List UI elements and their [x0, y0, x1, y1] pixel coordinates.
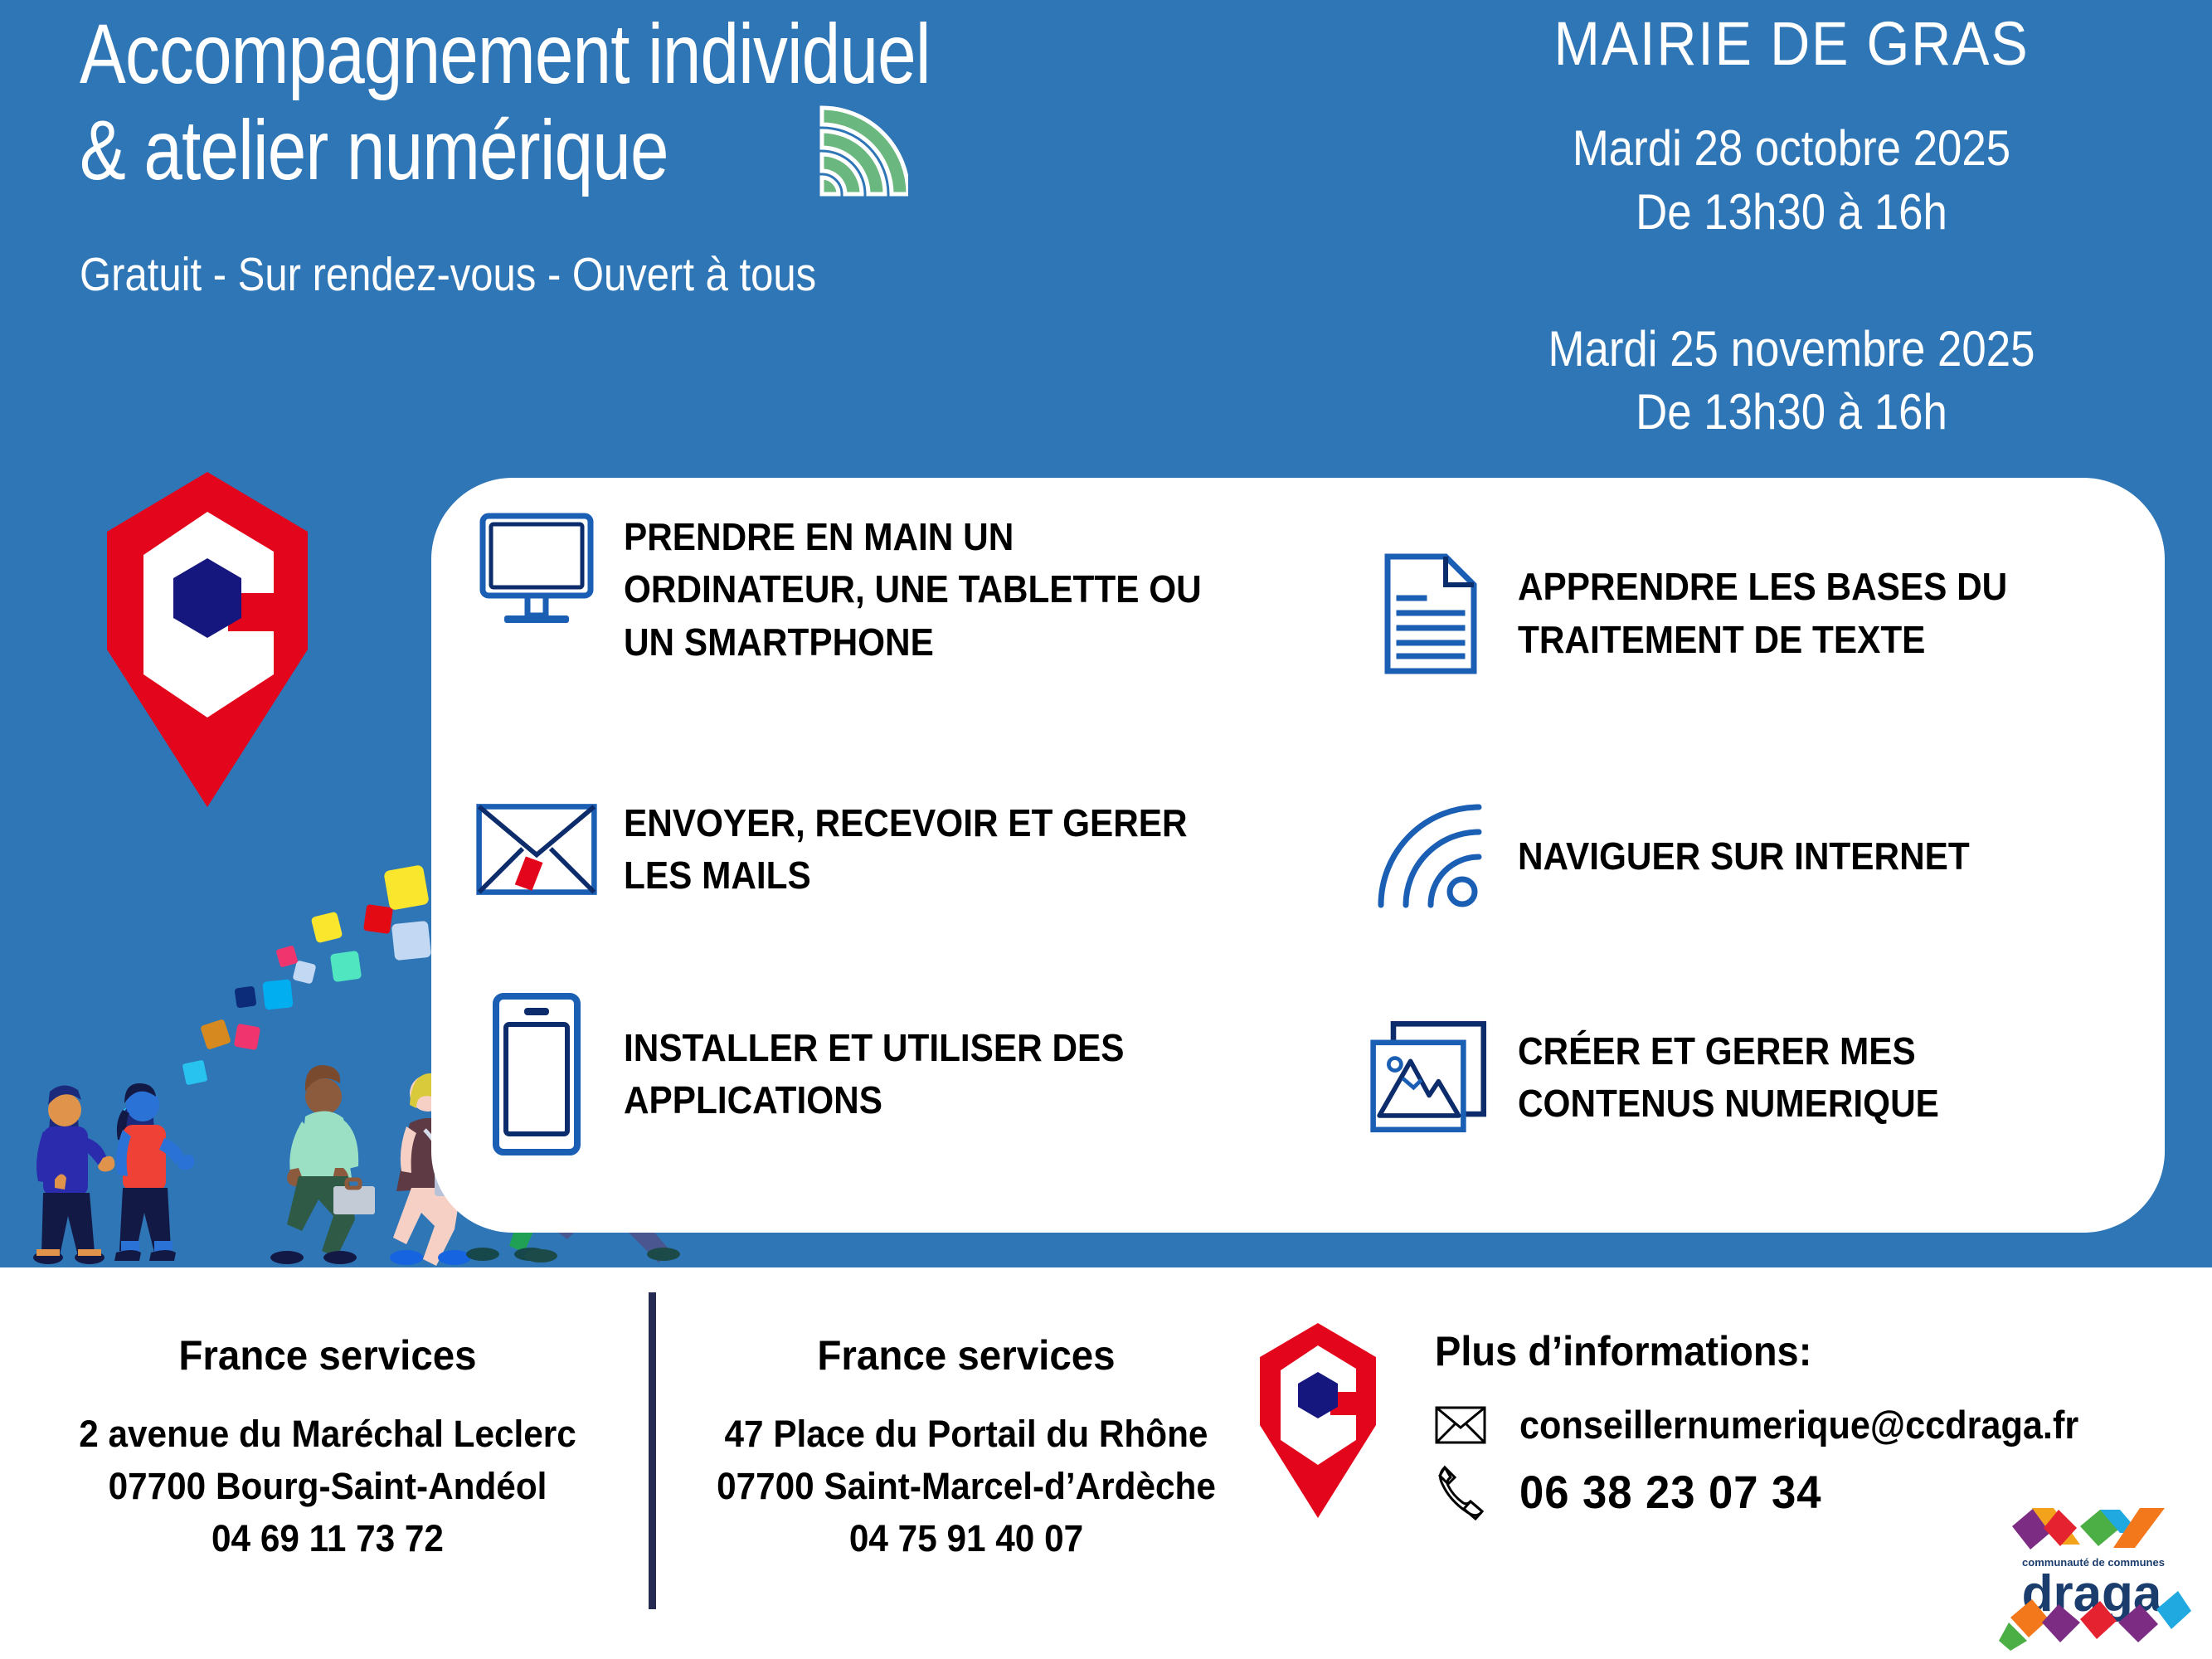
session-2-time: De 13h30 à 16h	[1636, 384, 1947, 440]
office-city: 07700 Saint-Marcel-d’Ardèche	[717, 1465, 1216, 1507]
venue-name: MAIRIE DE GRAS	[1553, 9, 2030, 78]
smartphone-icon	[474, 991, 599, 1157]
location-pin-icon	[104, 469, 311, 810]
session-2: Mardi 25 novembre 2025 De 13h30 à 16h	[1377, 318, 2206, 445]
monitor-icon	[474, 511, 599, 627]
person-standing-woman	[114, 1083, 195, 1261]
venue-block: MAIRIE DE GRAS Mardi 28 octobre 2025 De …	[1377, 8, 2206, 445]
service-label-computer: PRENDRE EN MAIN UN ORDINATEUR, UNE TABLE…	[624, 515, 1202, 664]
office-title: France services	[817, 1332, 1116, 1379]
office-phone[interactable]: 04 69 11 73 72	[211, 1517, 444, 1559]
contact-phone[interactable]: 06 38 23 07 34	[1519, 1465, 1822, 1518]
person-standing-man	[33, 1085, 115, 1264]
office-block-bourg-saint-andeol: France services 2 avenue du Maréchal Lec…	[25, 1331, 630, 1564]
envelope-icon	[474, 799, 599, 900]
services-grid: PRENDRE EN MAIN UN ORDINATEUR, UNE TABLE…	[431, 478, 2165, 1233]
session-1: Mardi 28 octobre 2025 De 13h30 à 16h	[1377, 117, 2206, 245]
contact-block: Plus d’informations: conseillernumerique…	[1435, 1327, 2181, 1535]
office-title: France services	[178, 1332, 477, 1379]
session-1-time: De 13h30 à 16h	[1636, 183, 1947, 240]
header-left: Accompagnement individuel & atelier numé…	[80, 7, 1241, 302]
service-item-applications: INSTALLER ET UTILISER DES APPLICATIONS	[456, 938, 1294, 1211]
person-walking-briefcase	[270, 1065, 375, 1264]
contact-email-row[interactable]: conseillernumerique@ccdraga.fr	[1435, 1402, 2181, 1447]
telephone-handset-icon	[1435, 1462, 1486, 1520]
envelope-icon	[1435, 1406, 1486, 1444]
draga-tagline: communauté de communes	[2022, 1556, 2165, 1569]
location-pin-icon	[1257, 1321, 1378, 1520]
contact-email[interactable]: conseillernumerique@ccdraga.fr	[1519, 1403, 2079, 1447]
photos-icon	[1369, 1015, 1493, 1140]
poster-subtitle: Gratuit - Sur rendez-vous - Ouvert à tou…	[80, 248, 817, 302]
contact-phone-row[interactable]: 06 38 23 07 34	[1435, 1462, 2181, 1520]
office-block-saint-marcel-dardeche: France services 47 Place du Portail du R…	[664, 1331, 1269, 1564]
office-street: 47 Place du Portail du Rhône	[724, 1413, 1208, 1455]
poster-title-line2: & atelier numérique	[80, 103, 669, 198]
office-phone[interactable]: 04 75 91 40 07	[848, 1517, 1084, 1559]
service-label-applications: INSTALLER ET UTILISER DES APPLICATIONS	[624, 1025, 1125, 1122]
service-item-word-processing: APPRENDRE LES BASES DU TRAITEMENT DE TEX…	[1294, 493, 2132, 734]
service-item-email: ENVOYER, RECEVOIR ET GERER LES MAILS	[456, 726, 1294, 972]
service-label-word-processing: APPRENDRE LES BASES DU TRAITEMENT DE TEX…	[1518, 565, 2008, 661]
services-card: PRENDRE EN MAIN UN ORDINATEUR, UNE TABLE…	[431, 478, 2165, 1233]
wifi-signal-icon	[817, 101, 909, 199]
contact-heading: Plus d’informations:	[1435, 1328, 1812, 1374]
wifi-icon	[1369, 799, 1493, 915]
service-label-internet: NAVIGUER SUR INTERNET	[1518, 834, 1970, 878]
poster-title-row2: & atelier numérique	[80, 101, 1241, 199]
service-label-email: ENVOYER, RECEVOIR ET GERER LES MAILS	[624, 800, 1188, 897]
service-item-digital-content: CRÉER ET GERER MES CONTENUS NUMERIQUE	[1294, 945, 2132, 1211]
session-2-date: Mardi 25 novembre 2025	[1548, 320, 2035, 377]
office-street: 2 avenue du Maréchal Leclerc	[79, 1413, 576, 1455]
service-label-digital-content: CRÉER ET GERER MES CONTENUS NUMERIQUE	[1518, 1029, 1939, 1126]
document-icon	[1369, 552, 1493, 676]
office-city: 07700 Bourg-Saint-Andéol	[108, 1465, 547, 1507]
service-item-internet: NAVIGUER SUR INTERNET	[1294, 741, 2132, 972]
draga-logo: communauté de communes draga	[1994, 1493, 2193, 1651]
poster-title-line1: Accompagnement individuel	[80, 7, 931, 101]
session-1-date: Mardi 28 octobre 2025	[1572, 120, 2011, 176]
footer	[0, 1267, 2212, 1659]
service-item-computer: PRENDRE EN MAIN UN ORDINATEUR, UNE TABLE…	[456, 496, 1294, 734]
footer-divider	[649, 1292, 656, 1609]
